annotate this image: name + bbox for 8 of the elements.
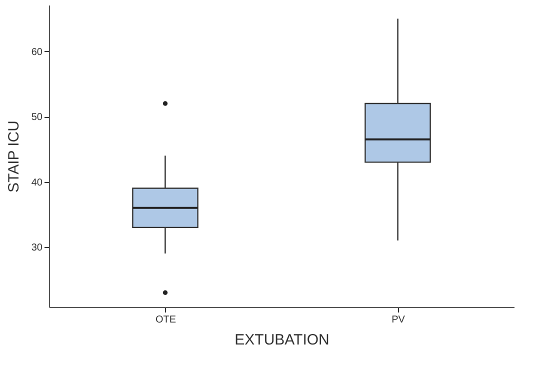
- y-tick-label: 50: [31, 112, 43, 124]
- x-tick-label: OTE: [155, 314, 176, 326]
- y-tick-label: 60: [31, 46, 43, 58]
- x-axis-title: EXTUBATION: [234, 332, 330, 348]
- y-axis-title: STAIP ICU: [5, 120, 22, 192]
- y-tick-label: 30: [31, 242, 43, 254]
- y-tick-label: 40: [31, 177, 43, 188]
- x-tick-label: PV: [392, 314, 406, 326]
